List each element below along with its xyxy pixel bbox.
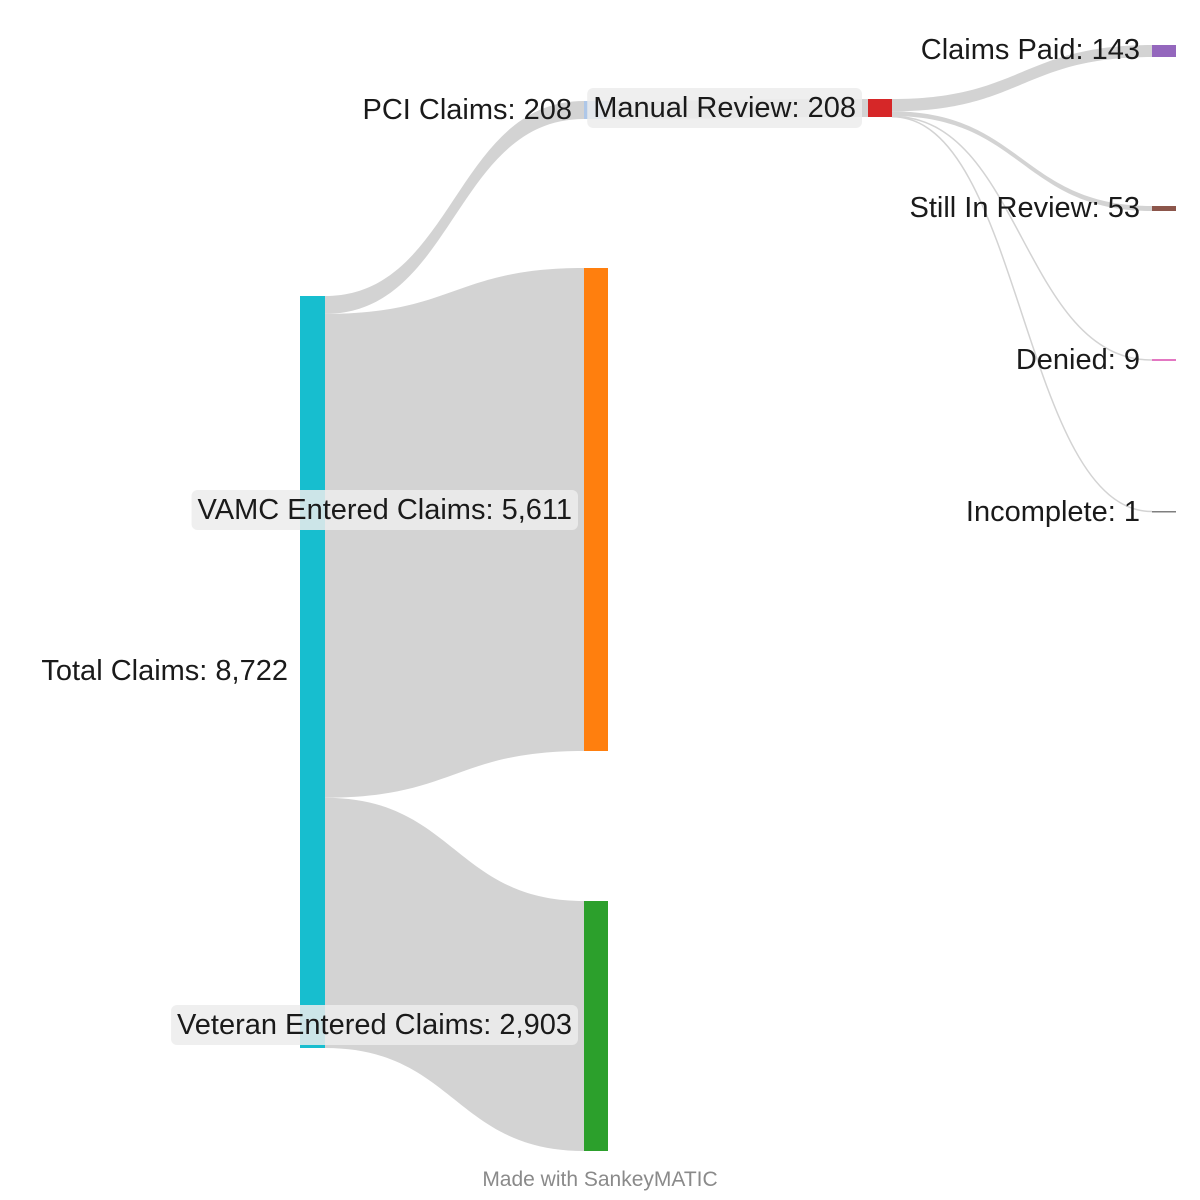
node-denied	[1152, 359, 1176, 361]
link-manual-to-denied	[891, 115, 1153, 361]
link-total-to-veteran	[325, 797, 584, 1151]
link-total-to-pci	[325, 101, 584, 314]
node-incomplete	[1152, 511, 1176, 513]
labels-layer: Total Claims: 8,722 PCI Claims: 208 VAMC E…	[41, 34, 1140, 1045]
node-label-vamc: VAMC Entered Claims: 5,611	[198, 494, 572, 526]
node-label-paid: Claims Paid: 143	[921, 34, 1140, 66]
link-total-to-vamc	[325, 268, 584, 798]
node-label-denied: Denied: 9	[1016, 344, 1140, 376]
node-veteran	[584, 901, 608, 1151]
link-manual-to-still	[892, 111, 1152, 211]
link-manual-to-incomplete	[891, 116, 1153, 513]
node-label-veteran: Veteran Entered Claims: 2,903	[177, 1009, 572, 1041]
node-still	[1152, 206, 1176, 211]
node-label-bg-veteran	[171, 1005, 578, 1045]
link-manual-to-paid	[892, 45, 1152, 112]
made-with-credit: Made with SankeyMATIC	[482, 1168, 718, 1191]
node-total	[300, 296, 325, 1048]
node-label-still: Still In Review: 53	[910, 192, 1141, 224]
node-manual	[868, 99, 892, 117]
node-label-total: Total Claims: 8,722	[41, 655, 288, 687]
node-label-bg-manual	[587, 88, 862, 128]
node-label-manual: Manual Review: 208	[593, 92, 856, 124]
links-layer	[325, 45, 1153, 1151]
node-label-pci: PCI Claims: 208	[362, 94, 572, 126]
node-label-bg-vamc	[191, 490, 578, 530]
node-label-incomplete: Incomplete: 1	[966, 496, 1140, 528]
node-paid	[1152, 45, 1176, 57]
node-vamc	[584, 268, 608, 751]
